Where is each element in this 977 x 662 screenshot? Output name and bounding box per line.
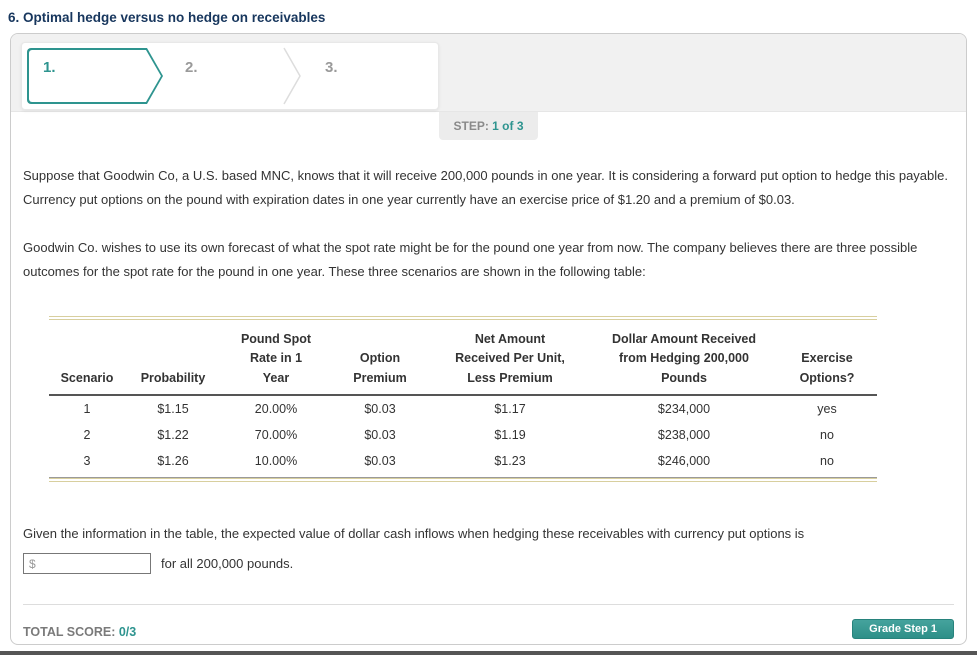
table-cell: $1.17	[494, 402, 526, 417]
table-cell: $0.03	[364, 428, 396, 443]
step-tab-1[interactable]: 1.	[27, 48, 163, 104]
table-cell: $0.03	[331, 448, 429, 479]
total-score-label: TOTAL SCORE:	[23, 625, 116, 640]
answer-input[interactable]	[23, 553, 151, 575]
table-cell: 10.00%	[221, 448, 331, 479]
col-header-exercise-options: Exercise Options?	[777, 320, 877, 397]
col-header-probability: Probability	[125, 320, 221, 397]
col-header-scenario: Scenario	[49, 320, 125, 397]
step-indicator-value: 1 of 3	[492, 119, 524, 133]
table-cell: $1.19	[494, 428, 526, 443]
table-cell: yes	[817, 402, 837, 417]
stepper-box: 1. 2. 3.	[21, 42, 439, 110]
intro-paragraph-1: Suppose that Goodwin Co, a U.S. based MN…	[23, 168, 948, 207]
total-score-value: 0/3	[118, 625, 137, 640]
scenarios-table-header: Scenario Probability Pound Spot Rate in …	[49, 320, 877, 397]
step-indicator-row: STEP: 1 of 3	[11, 112, 966, 140]
col-header-option-premium: Option Premium	[331, 320, 429, 397]
step-tab-2: 2.	[163, 43, 281, 109]
question-text: Given the information in the table, the …	[23, 526, 805, 542]
chevron-separator-icon	[283, 47, 301, 105]
table-cell: $234,000	[657, 402, 711, 417]
page-title: 6. Optimal hedge versus no hedge on rece…	[8, 10, 326, 25]
table-header-row: Scenario Probability Pound Spot Rate in …	[49, 320, 877, 397]
col-header-dollar-amount: Dollar Amount Received from Hedging 200,…	[591, 320, 777, 397]
table-cell: $1.15	[157, 402, 189, 417]
grade-step-button[interactable]: Grade Step 1	[852, 619, 954, 640]
scenarios-table: Scenario Probability Pound Spot Rate in …	[49, 316, 877, 483]
col-header-pound-spot-rate: Pound Spot Rate in 1 Year	[221, 320, 331, 397]
step-tab-3: 3.	[303, 43, 421, 109]
step-tab-1-label: 1.	[43, 59, 56, 76]
answer-row: for all 200,000 pounds.	[23, 553, 954, 575]
table-cell: $1.23	[429, 448, 591, 479]
window-bottom-edge	[0, 651, 977, 655]
table-cell: no	[820, 428, 834, 443]
scenarios-table-body: 1 $1.15 20.00% $0.03 $1.17 $234,000 yes …	[49, 396, 877, 479]
total-score: TOTAL SCORE: 0/3	[23, 619, 136, 639]
table-cell: 3	[49, 448, 125, 479]
table-cell: $1.26	[125, 448, 221, 479]
step-indicator-prefix: STEP:	[453, 119, 489, 133]
table-row: 2 $1.22 70.00% $0.03 $1.19 $238,000 no	[49, 422, 877, 448]
step-indicator: STEP: 1 of 3	[439, 112, 538, 140]
footer-right: Grade Step 1 (to complete this step and …	[755, 619, 954, 644]
table-cell: 70.00%	[254, 428, 298, 443]
step-tab-3-label: 3.	[325, 59, 338, 76]
step-tab-2-label: 2.	[185, 59, 198, 76]
stepper: 1. 2. 3.	[11, 34, 966, 112]
table-cell: $238,000	[657, 428, 711, 443]
table-row: 1 $1.15 20.00% $0.03 $1.17 $234,000 yes	[49, 396, 877, 422]
footer: TOTAL SCORE: 0/3 Grade Step 1 (to comple…	[11, 605, 966, 644]
table-cell: 2	[83, 428, 91, 443]
footer-divider	[23, 604, 954, 606]
table-cell: no	[777, 448, 877, 479]
table-cell: 1	[83, 402, 91, 417]
table-row: 3 $1.26 10.00% $0.03 $1.23 $246,000 no	[49, 448, 877, 479]
col-header-net-amount: Net Amount Received Per Unit, Less Premi…	[429, 320, 591, 397]
table-cell: $246,000	[591, 448, 777, 479]
table-cell: 20.00%	[254, 402, 298, 417]
table-cell: $0.03	[364, 402, 396, 417]
step-tab-1-arrow-fill	[29, 50, 161, 102]
answer-suffix: for all 200,000 pounds.	[161, 556, 294, 572]
content-area: Suppose that Goodwin Co, a U.S. based MN…	[11, 164, 966, 575]
intro-paragraph-2: Goodwin Co. wishes to use its own foreca…	[23, 240, 918, 279]
table-cell: $1.22	[157, 428, 189, 443]
question-panel: 1. 2. 3. STEP: 1 of 3 Suppose that Goodw…	[10, 33, 967, 645]
